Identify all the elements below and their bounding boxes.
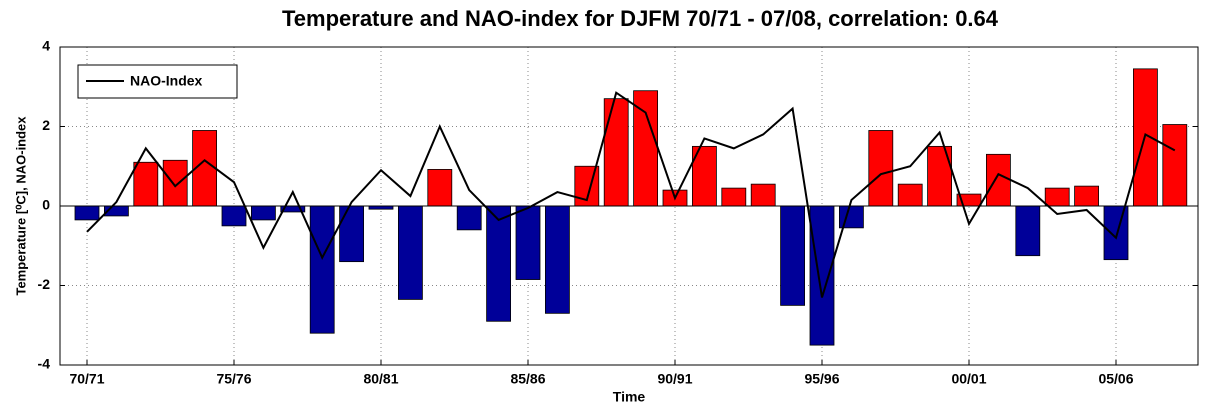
bar	[162, 159, 188, 207]
x-tick-label: 05/06	[1098, 371, 1133, 387]
x-axis-label: Time	[613, 389, 646, 405]
bar	[750, 183, 776, 207]
nao-line	[86, 91, 1176, 298]
y-tick-label: 0	[42, 197, 50, 213]
bar	[545, 205, 570, 314]
bar	[427, 169, 453, 207]
bar	[486, 205, 512, 322]
y-tick-label: -2	[38, 276, 51, 292]
bar	[809, 205, 835, 346]
bar	[868, 130, 894, 207]
bar	[780, 205, 805, 306]
bar	[1162, 124, 1188, 207]
y-tick-label: -4	[38, 356, 51, 372]
bar	[603, 98, 629, 207]
x-tick-label: 70/71	[69, 371, 104, 387]
bar	[250, 205, 276, 221]
bar	[221, 205, 247, 227]
x-tick-label: 75/76	[216, 371, 251, 387]
bar	[74, 205, 100, 221]
bar	[133, 161, 159, 207]
x-tick-label: 90/91	[657, 371, 692, 387]
bar	[1074, 185, 1099, 207]
y-axis-label: Temperature [⁰C], NAO-index	[13, 116, 28, 296]
y-tick-label: 2	[42, 117, 50, 133]
bar	[633, 90, 658, 207]
x-tick-label: 80/81	[363, 371, 398, 387]
bar	[721, 187, 747, 207]
y-tick-label: 4	[42, 38, 50, 54]
bar	[1044, 187, 1070, 207]
bar	[397, 205, 423, 300]
x-tick-label: 95/96	[804, 371, 839, 387]
x-tick-label: 85/86	[510, 371, 545, 387]
bar	[1015, 205, 1041, 257]
bar	[897, 183, 923, 207]
bar	[1103, 205, 1129, 261]
bar	[515, 205, 541, 280]
chart-title: Temperature and NAO-index for DJFM 70/71…	[282, 6, 999, 31]
bar	[456, 205, 482, 231]
legend-label: NAO-Index	[130, 73, 203, 89]
plot-frame	[59, 46, 1199, 366]
x-tick-label: 00/01	[951, 371, 986, 387]
bar	[339, 205, 365, 263]
bar	[309, 205, 335, 334]
bar	[986, 153, 1011, 207]
